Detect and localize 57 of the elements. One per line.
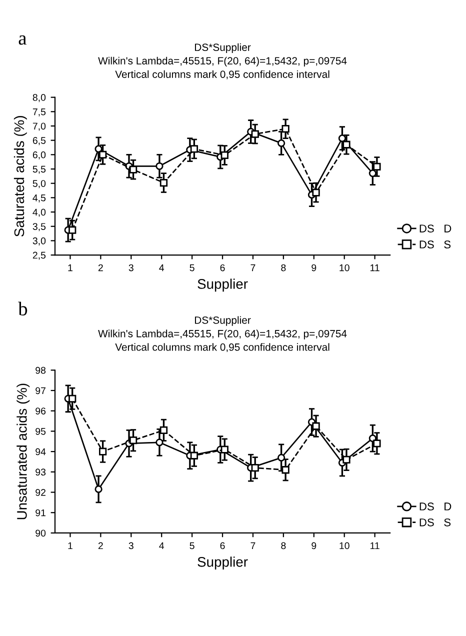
legend-label: DS S (420, 518, 451, 526)
y-tick-label: 2,5 (32, 252, 46, 260)
y-tick-label: 92 (36, 489, 46, 496)
y-tick-label: 5,0 (32, 180, 46, 188)
x-tick-label: 4 (159, 264, 164, 272)
y-tick-label: 95 (36, 428, 46, 435)
y-tick-label: 98 (36, 366, 46, 374)
y-tick-label: 4,0 (32, 208, 46, 217)
x-tick-label: 8 (281, 542, 286, 550)
chart-subtitle: Wilkin's Lambda=,45515, F(20, 64)=1,5432, p=,09754 Vertical columns mark 0,95 confidence interval (98, 330, 347, 352)
chart-title: DS*Supplier (195, 316, 251, 326)
x-tick-label: 9 (312, 264, 316, 272)
x-tick-label: 9 (312, 542, 316, 550)
text: b (18, 302, 28, 316)
y-axis-title: Saturated acids (%) (14, 116, 27, 237)
x-tick-label: 4 (159, 542, 164, 550)
y-axis-title: Unsaturated acids (%) (16, 384, 30, 520)
legend-label: DS D (420, 502, 452, 510)
y-tick-label: 5,5 (32, 166, 46, 174)
x-tick-label: 2 (98, 542, 103, 550)
y-tick-label: 91 (36, 509, 46, 516)
y-tick-label: 7,0 (32, 122, 46, 131)
x-axis-title: Supplier (198, 278, 248, 292)
y-tick-label: 6,0 (32, 151, 46, 160)
y-tick-label: 8,0 (32, 94, 46, 102)
legend-label: DS D (420, 224, 452, 232)
y-tick-label: 97 (36, 387, 46, 394)
chart-subtitle: Wilkin's Lambda=,45515, F(20, 64)=1,5432, p=,09754 Vertical columns mark 0,95 confidence interval (98, 56, 347, 80)
y-tick-label: 3,0 (32, 237, 46, 246)
y-tick-label: 94 (36, 448, 46, 456)
x-tick-label: 6 (220, 542, 225, 550)
y-tick-label: 96 (36, 408, 46, 414)
y-tick-label: 4,5 (32, 194, 46, 202)
x-tick-label: 10 (340, 542, 350, 550)
text: a (18, 35, 26, 45)
y-tick-label: 90 (36, 530, 46, 537)
y-tick-label: 7,5 (32, 108, 46, 116)
x-tick-label: 11 (370, 542, 380, 550)
x-tick-label: 1 (68, 542, 72, 550)
x-tick-label: 11 (370, 264, 380, 272)
x-tick-label: 1 (68, 264, 72, 272)
x-tick-label: 7 (250, 264, 256, 272)
y-tick-label: 93 (36, 468, 46, 476)
chart-title: DS*Supplier (195, 43, 251, 54)
x-tick-label: 8 (281, 264, 286, 272)
y-tick-label: 6,5 (32, 137, 46, 146)
x-tick-label: 5 (190, 542, 194, 550)
x-tick-label: 6 (220, 264, 225, 272)
y-tick-label: 3,5 (32, 223, 46, 232)
legend-label: DS S (420, 240, 451, 248)
x-axis-title: Supplier (198, 556, 248, 570)
x-tick-label: 3 (128, 542, 134, 550)
x-tick-label: 2 (98, 264, 103, 272)
x-tick-label: 3 (128, 264, 134, 272)
x-tick-label: 10 (340, 264, 350, 272)
x-tick-label: 5 (190, 264, 194, 272)
x-tick-label: 7 (250, 542, 256, 550)
